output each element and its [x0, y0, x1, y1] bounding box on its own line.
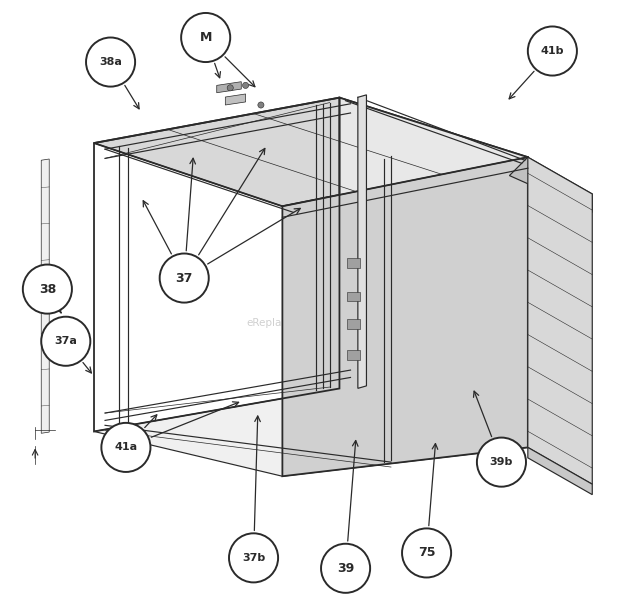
Text: eReplacementParts.com: eReplacementParts.com [247, 318, 373, 328]
Bar [347, 350, 360, 360]
Circle shape [160, 253, 209, 303]
Polygon shape [528, 447, 592, 494]
Circle shape [477, 438, 526, 486]
Circle shape [258, 102, 264, 108]
Circle shape [227, 85, 233, 91]
Polygon shape [225, 94, 246, 105]
Polygon shape [42, 159, 49, 434]
Circle shape [242, 82, 249, 89]
Polygon shape [528, 157, 592, 484]
Text: M: M [200, 31, 212, 44]
Text: 75: 75 [418, 547, 435, 560]
Text: 38a: 38a [99, 57, 122, 67]
Circle shape [402, 528, 451, 577]
Circle shape [321, 544, 370, 593]
Polygon shape [282, 157, 528, 476]
Bar [347, 319, 360, 329]
Bar [347, 258, 360, 268]
Circle shape [528, 26, 577, 76]
Circle shape [23, 264, 72, 314]
Circle shape [102, 423, 151, 472]
Polygon shape [510, 157, 592, 212]
Text: 39b: 39b [490, 457, 513, 467]
Polygon shape [217, 82, 241, 93]
Polygon shape [358, 95, 366, 388]
Polygon shape [94, 98, 528, 206]
Bar [347, 292, 360, 301]
Polygon shape [94, 389, 528, 476]
Text: 37: 37 [175, 272, 193, 285]
Polygon shape [340, 98, 528, 447]
Text: 37b: 37b [242, 553, 265, 563]
Text: 39: 39 [337, 561, 354, 575]
Text: 38: 38 [38, 282, 56, 296]
Circle shape [86, 38, 135, 87]
Circle shape [229, 533, 278, 582]
Text: 41b: 41b [541, 46, 564, 56]
Text: 37a: 37a [55, 336, 78, 346]
Circle shape [42, 317, 91, 366]
Text: 41a: 41a [114, 442, 138, 453]
Circle shape [181, 13, 230, 62]
